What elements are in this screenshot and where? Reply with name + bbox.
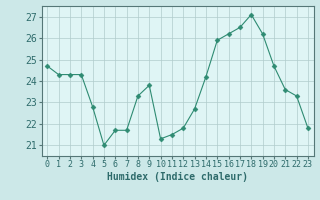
X-axis label: Humidex (Indice chaleur): Humidex (Indice chaleur) — [107, 172, 248, 182]
